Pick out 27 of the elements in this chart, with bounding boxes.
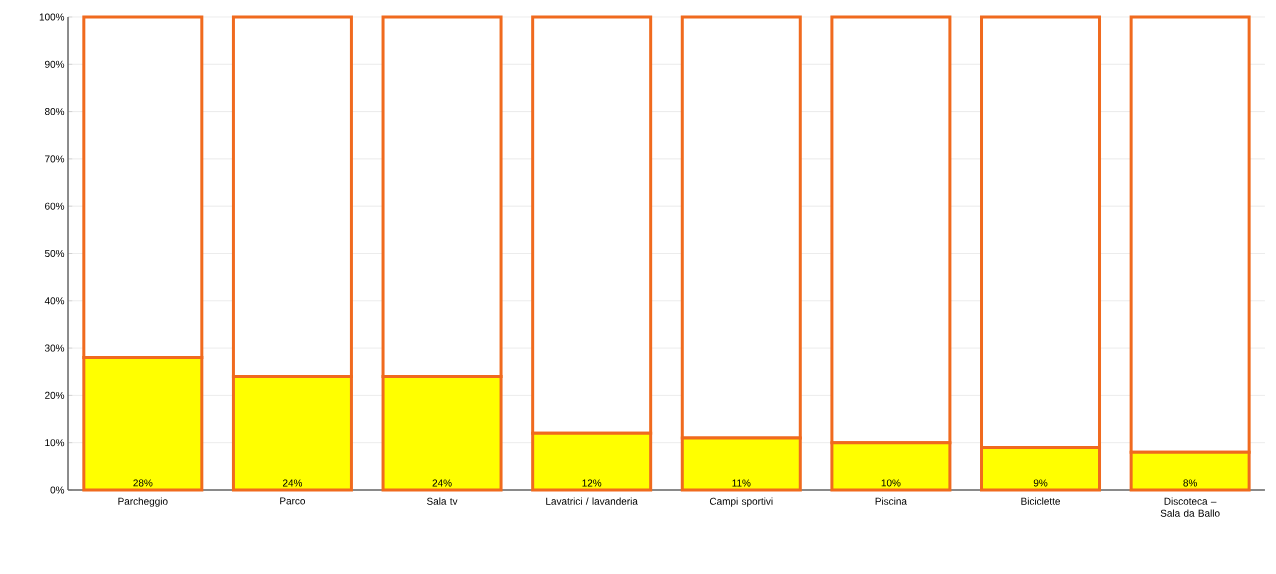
x-tick-label: Discoteca – Sala da Ballo	[1160, 497, 1220, 517]
y-tick-label: 90%	[45, 60, 65, 68]
y-tick-label: 100%	[39, 13, 65, 21]
data-label: 11%	[732, 479, 751, 487]
data-label: 9%	[1033, 479, 1048, 487]
data-label: 12%	[582, 479, 602, 487]
y-tick-label: 50%	[44, 249, 65, 258]
data-label: 24%	[282, 479, 303, 487]
data-label: 24%	[432, 479, 452, 487]
x-tick-label: Lavatrici / lavanderia	[546, 497, 638, 505]
x-tick-label: Biciclette	[1021, 497, 1060, 505]
x-tick-label: Sala tv	[427, 497, 458, 505]
y-tick-label: 60%	[45, 202, 65, 210]
y-tick-label: 20%	[45, 391, 65, 399]
data-label: 28%	[133, 479, 153, 487]
data-label: 10%	[881, 479, 901, 487]
x-tick-label: Parcheggio	[118, 497, 168, 507]
x-tick-label: Campi sportivi	[709, 497, 773, 507]
y-tick-label: 0%	[50, 486, 65, 494]
x-tick-label: Parco	[280, 497, 306, 505]
y-tick-label: 80%	[44, 108, 65, 116]
y-tick-label: 70%	[45, 155, 65, 163]
y-tick-label: 10%	[45, 439, 65, 447]
y-tick-label: 40%	[44, 297, 65, 305]
x-tick-label: Piscina	[875, 497, 907, 505]
y-tick-label: 30%	[44, 344, 65, 352]
data-label: 8%	[1183, 479, 1197, 487]
